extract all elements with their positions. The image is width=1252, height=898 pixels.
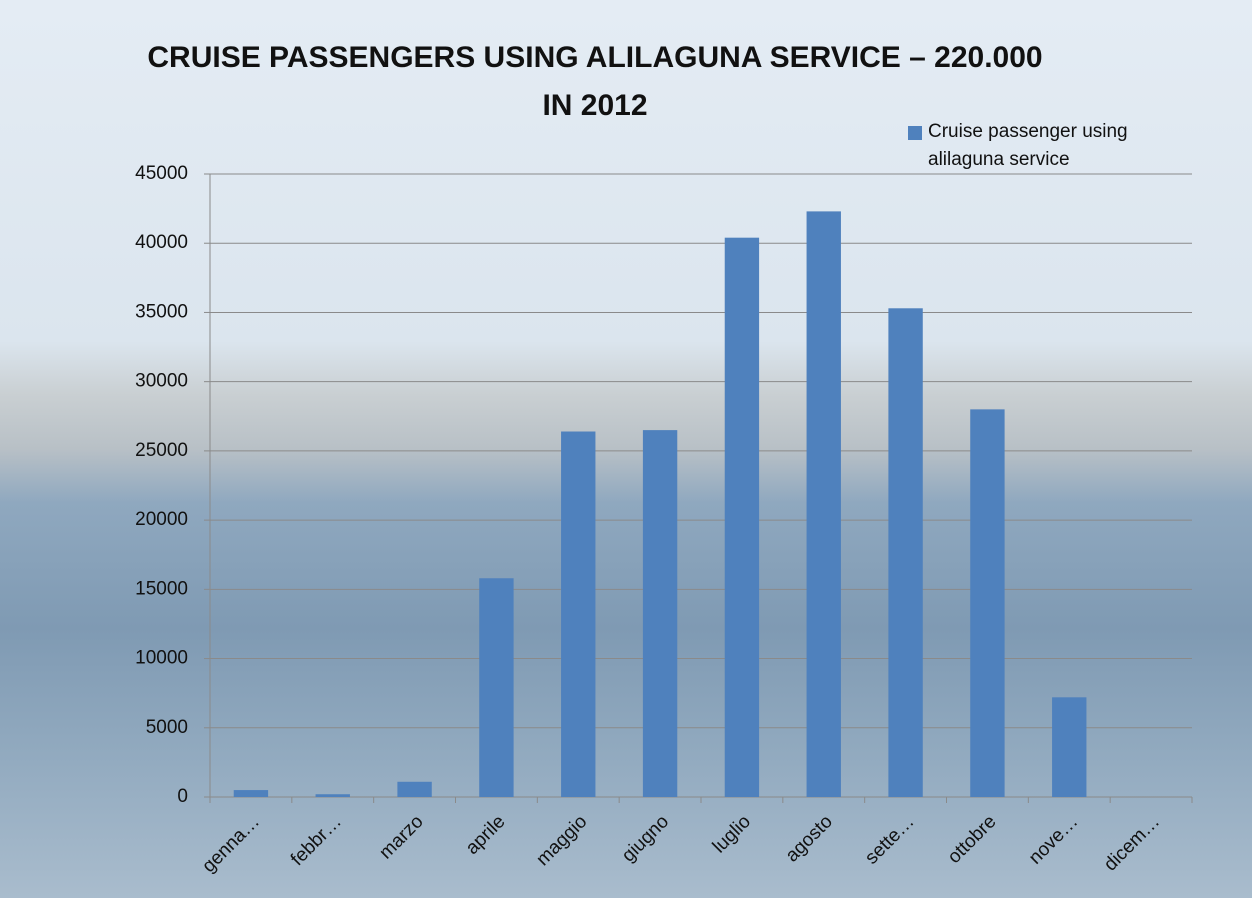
bar — [397, 782, 431, 797]
bar — [807, 211, 841, 797]
bar — [725, 238, 759, 797]
bar — [479, 578, 513, 797]
x-tick-label: febbr… — [287, 811, 346, 870]
bar — [1052, 697, 1086, 797]
x-tick-label: giugno — [618, 811, 673, 866]
x-tick-label: sette… — [861, 811, 918, 868]
x-tick-label: marzo — [375, 811, 427, 863]
y-tick-label: 40000 — [135, 232, 188, 253]
bar — [970, 409, 1004, 797]
y-tick-label: 45000 — [135, 163, 188, 184]
bar — [888, 308, 922, 797]
y-tick-label: 0 — [177, 786, 188, 807]
y-tick-label: 35000 — [135, 301, 188, 322]
x-tick-label: genna… — [198, 811, 264, 877]
y-tick-label: 25000 — [135, 440, 188, 461]
y-tick-label: 10000 — [135, 648, 188, 669]
x-tick-label: nove… — [1025, 811, 1082, 868]
x-tick-label: aprile — [462, 811, 510, 859]
chart: CRUISE PASSENGERS USING ALILAGUNA SERVIC… — [0, 0, 1252, 898]
y-tick-label: 15000 — [135, 578, 188, 599]
bar — [561, 432, 595, 797]
y-tick-label: 5000 — [146, 717, 188, 738]
x-tick-label: maggio — [532, 811, 591, 870]
y-tick-label: 30000 — [135, 371, 188, 392]
x-tick-label: dicem… — [1100, 811, 1164, 875]
bar — [643, 430, 677, 797]
bar — [316, 794, 350, 797]
bar — [234, 790, 268, 797]
plot: 0 5000 10000 15000 20000 25000 30000 35000 40000… — [0, 0, 1252, 898]
x-tick-label: luglio — [709, 811, 755, 857]
x-tick-label: agosto — [782, 811, 837, 866]
y-tick-label: 20000 — [135, 509, 188, 530]
x-tick-label: ottobre — [944, 811, 1001, 868]
